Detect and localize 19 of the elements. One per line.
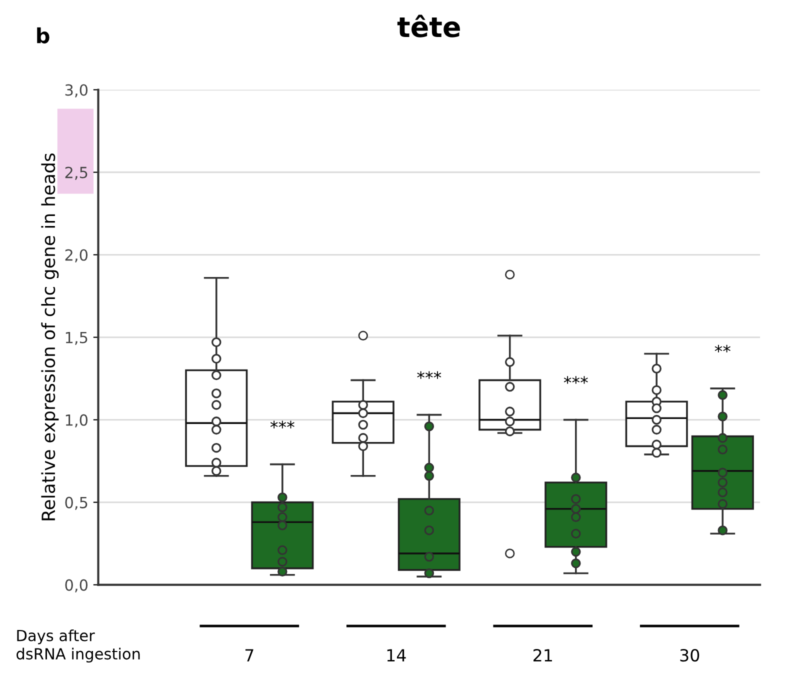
- annotation: ***: [564, 376, 588, 384]
- annotation: **: [714, 344, 730, 352]
- y-tick-label: 2,5: [65, 166, 88, 180]
- y-tick-label: 1,0: [66, 414, 88, 428]
- x-tick-label: 21: [534, 648, 552, 662]
- x-tick-label: 7: [245, 649, 254, 662]
- annotation: ***: [417, 371, 442, 379]
- x-axis-title: Days after dsRNA ingestion: [16, 629, 140, 663]
- y-tick-label: 3,0: [65, 84, 88, 98]
- text: b: [37, 27, 50, 44]
- annotation: ***: [270, 420, 294, 428]
- y-tick-label: 1,5: [66, 332, 88, 345]
- y-tick-label: 2,0: [65, 249, 88, 262]
- chart-title: tête: [397, 14, 460, 38]
- y-tick-label: 0,5: [65, 496, 88, 510]
- y-tick-label: 0,0: [65, 579, 88, 592]
- x-tick-label: 30: [680, 648, 700, 662]
- y-axis-title: Relative expression of chc gene in heads: [41, 153, 59, 520]
- x-tick-label: 14: [387, 649, 406, 662]
